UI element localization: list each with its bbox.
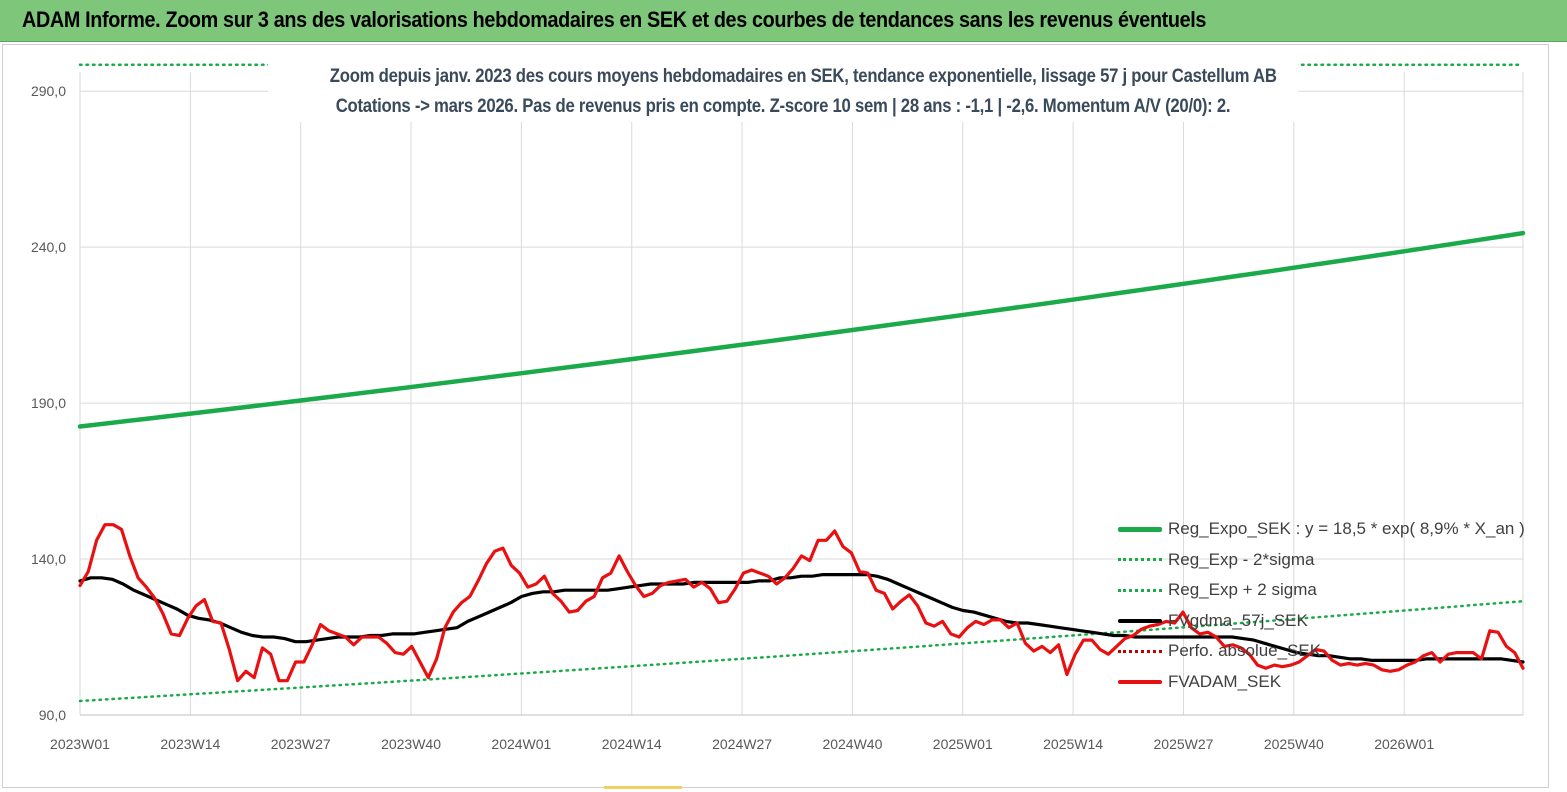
y-tick-label: 240,0: [31, 239, 66, 255]
legend-swatch: [1118, 526, 1162, 532]
x-tick-label: 2025W01: [933, 736, 993, 752]
chart-subtitle-line-2: Cotations -> mars 2026. Pas de revenus p…: [335, 96, 1231, 117]
x-tick-label: 2025W14: [1043, 736, 1103, 752]
y-tick-label: 190,0: [31, 395, 66, 411]
legend-swatch: [1118, 558, 1162, 562]
fvadam-line: [78, 523, 1525, 683]
legend-label: Perfo. absolue_SEK: [1168, 641, 1322, 661]
lower-band-line: [78, 599, 1525, 703]
legend-swatch: [1118, 618, 1162, 623]
legend-label: Reg_Exp + 2 sigma: [1168, 580, 1317, 600]
legend-swatch: [1118, 679, 1162, 684]
chart-frame: [2, 44, 1549, 788]
x-tick-label: 2024W14: [602, 736, 662, 752]
bottom-accent: [604, 786, 682, 789]
x-tick-label: 2025W40: [1264, 736, 1324, 752]
legend-item: Reg_Expo_SEK : y = 18,5 * exp( 8,9% * X_…: [1118, 514, 1525, 545]
legend-label: Reg_Exp - 2*sigma: [1168, 549, 1315, 569]
page-title: ADAM Informe. Zoom sur 3 ans des valoris…: [22, 7, 1207, 32]
legend-swatch: [1118, 649, 1162, 653]
y-tick-label: 140,0: [31, 551, 66, 567]
header-bar: ADAM Informe. Zoom sur 3 ans des valoris…: [0, 0, 1567, 42]
regression-line: [77, 230, 1526, 429]
legend-swatch: [1118, 588, 1162, 592]
x-tick-label: 2024W01: [491, 736, 551, 752]
x-tick-label: 2023W27: [271, 736, 331, 752]
chart-legend: Reg_Expo_SEK : y = 18,5 * exp( 8,9% * X_…: [1118, 514, 1525, 698]
legend-item: Reg_Exp - 2*sigma: [1118, 545, 1518, 576]
chart-subtitle: Zoom depuis janv. 2023 des cours moyens …: [268, 62, 1298, 122]
legend-item: FVADAM_SEK: [1118, 667, 1518, 698]
y-tick-label: 290,0: [31, 83, 66, 99]
moving-average-line: [78, 573, 1525, 664]
x-tick-label: 2025W27: [1154, 736, 1214, 752]
legend-label: FVgdma_57j_SEK: [1168, 610, 1308, 630]
chart-subtitle-line-1: Zoom depuis janv. 2023 des cours moyens …: [329, 66, 1277, 87]
x-tick-label: 2024W40: [822, 736, 882, 752]
legend-item: Reg_Exp + 2 sigma: [1118, 575, 1518, 606]
legend-label: Reg_Expo_SEK : y = 18,5 * exp( 8,9% * X_…: [1168, 519, 1525, 539]
legend-item: Perfo. absolue_SEK: [1118, 636, 1518, 667]
x-tick-label: 2023W01: [50, 736, 110, 752]
legend-label: FVADAM_SEK: [1168, 671, 1282, 691]
x-tick-label: 2026W01: [1374, 736, 1434, 752]
legend-item: FVgdma_57j_SEK: [1118, 606, 1518, 637]
x-tick-label: 2023W14: [160, 736, 220, 752]
x-tick-label: 2024W27: [712, 736, 772, 752]
y-tick-label: 90,0: [39, 707, 66, 723]
x-tick-label: 2023W40: [381, 736, 441, 752]
